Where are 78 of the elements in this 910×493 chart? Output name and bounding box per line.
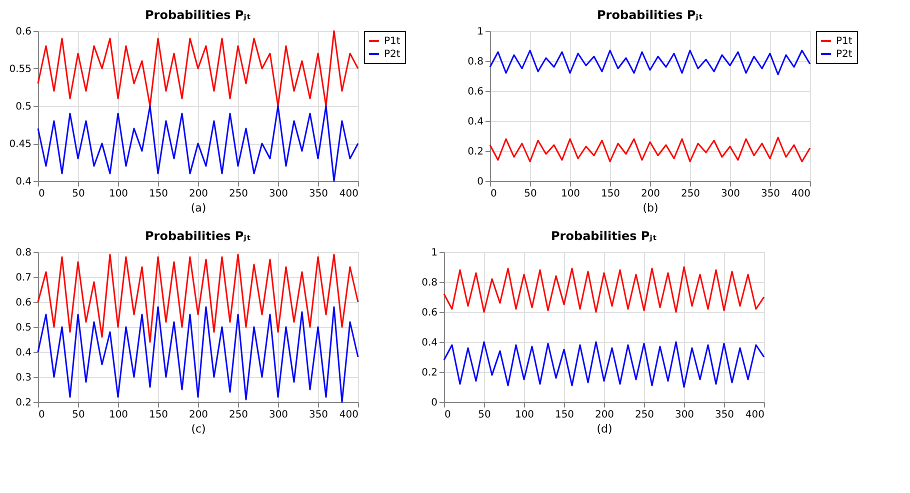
y-tick-label: 0.6 [422, 308, 438, 318]
y-tick-label: 0.8 [16, 248, 32, 258]
y-tick-label: 0 [477, 176, 484, 188]
x-tick-label: 0 [38, 188, 45, 200]
x-tick-label: 350 [760, 188, 780, 200]
x-tick-label: 100 [108, 188, 128, 200]
line-series [443, 341, 765, 388]
x-tick-label: 200 [640, 188, 660, 200]
x-tick-label: 300 [268, 188, 288, 200]
x-tick-label: 300 [674, 410, 694, 420]
y-tick-label: 1 [477, 26, 484, 38]
x-tick-label: 250 [634, 410, 654, 420]
x-tick-label: 350 [308, 188, 328, 200]
x-tick-label: 300 [720, 188, 740, 200]
line-series [37, 30, 359, 107]
y-tick-label: 0.8 [422, 278, 438, 288]
x-tick-label: 0 [490, 188, 497, 200]
x-tick-label: 250 [228, 188, 248, 200]
line-series [37, 254, 359, 343]
chart-title: Probabilities Pⱼₜ [551, 229, 657, 243]
y-tick-label: 0.4 [468, 116, 484, 128]
legend-label: P1t [836, 36, 852, 47]
x-tick-label: 50 [72, 188, 85, 200]
x-tick-label: 150 [148, 410, 168, 420]
x-tick-label: 150 [600, 188, 620, 200]
y-tick-label: 0.4 [16, 348, 32, 358]
x-tick-label: 250 [680, 188, 700, 200]
x-tick-label: 100 [514, 410, 534, 420]
y-tick-label: 0 [431, 398, 438, 408]
y-tick-label: 0.2 [16, 398, 32, 408]
y-tick-label: 0.2 [422, 368, 438, 378]
x-tick-label: 0 [38, 410, 45, 420]
chart-title: Probabilities Pⱼₜ [145, 229, 251, 243]
y-tick-label: 0.6 [16, 26, 32, 38]
x-tick-label: 100 [560, 188, 580, 200]
y-tick-label: 0.8 [468, 56, 484, 68]
y-tick-label: 0.6 [16, 298, 32, 308]
x-tick-label: 0 [444, 410, 451, 420]
legend-label: P2t [836, 49, 852, 60]
x-tick-label: 50 [72, 410, 85, 420]
y-tick-label: 0.45 [9, 139, 32, 150]
x-tick-label: 150 [148, 188, 168, 200]
y-tick-label: 1 [431, 248, 438, 258]
y-tick-label: 0.4 [422, 338, 438, 348]
x-axis-title: (b) [642, 202, 658, 214]
x-axis-title: (c) [191, 422, 206, 436]
y-tick-label: 0.6 [468, 86, 484, 98]
x-tick-label: 250 [228, 410, 248, 420]
chart-title: Probabilities Pⱼₜ [145, 8, 251, 22]
x-tick-label: 100 [108, 410, 128, 420]
x-tick-label: 150 [554, 410, 574, 420]
x-tick-label: 400 [339, 188, 358, 200]
line-series [489, 50, 811, 76]
y-tick-label: 0.4 [16, 176, 32, 188]
x-tick-label: 400 [339, 410, 358, 420]
y-tick-label: 0.3 [16, 372, 32, 384]
y-tick-label: 0.7 [16, 272, 32, 284]
line-series [489, 136, 811, 162]
legend-label: P1t [384, 36, 400, 47]
x-tick-label: 50 [478, 410, 491, 420]
y-tick-label: 0.5 [16, 322, 32, 334]
x-tick-label: 400 [791, 188, 810, 200]
y-tick-label: 0.2 [468, 146, 484, 158]
x-tick-label: 400 [745, 410, 764, 420]
y-tick-label: 0.55 [9, 64, 32, 75]
x-axis-title: (a) [190, 202, 206, 214]
line-series [443, 266, 765, 313]
x-tick-label: 350 [714, 410, 734, 420]
y-tick-label: 0.5 [16, 102, 32, 112]
x-tick-label: 350 [308, 410, 328, 420]
chart-title: Probabilities Pⱼₜ [597, 8, 703, 22]
legend-label: P2t [384, 49, 400, 60]
x-axis-title: (d) [596, 422, 612, 436]
x-tick-label: 200 [594, 410, 614, 420]
x-tick-label: 200 [188, 410, 208, 420]
x-tick-label: 50 [524, 188, 537, 200]
x-tick-label: 300 [268, 410, 288, 420]
x-tick-label: 200 [188, 188, 208, 200]
